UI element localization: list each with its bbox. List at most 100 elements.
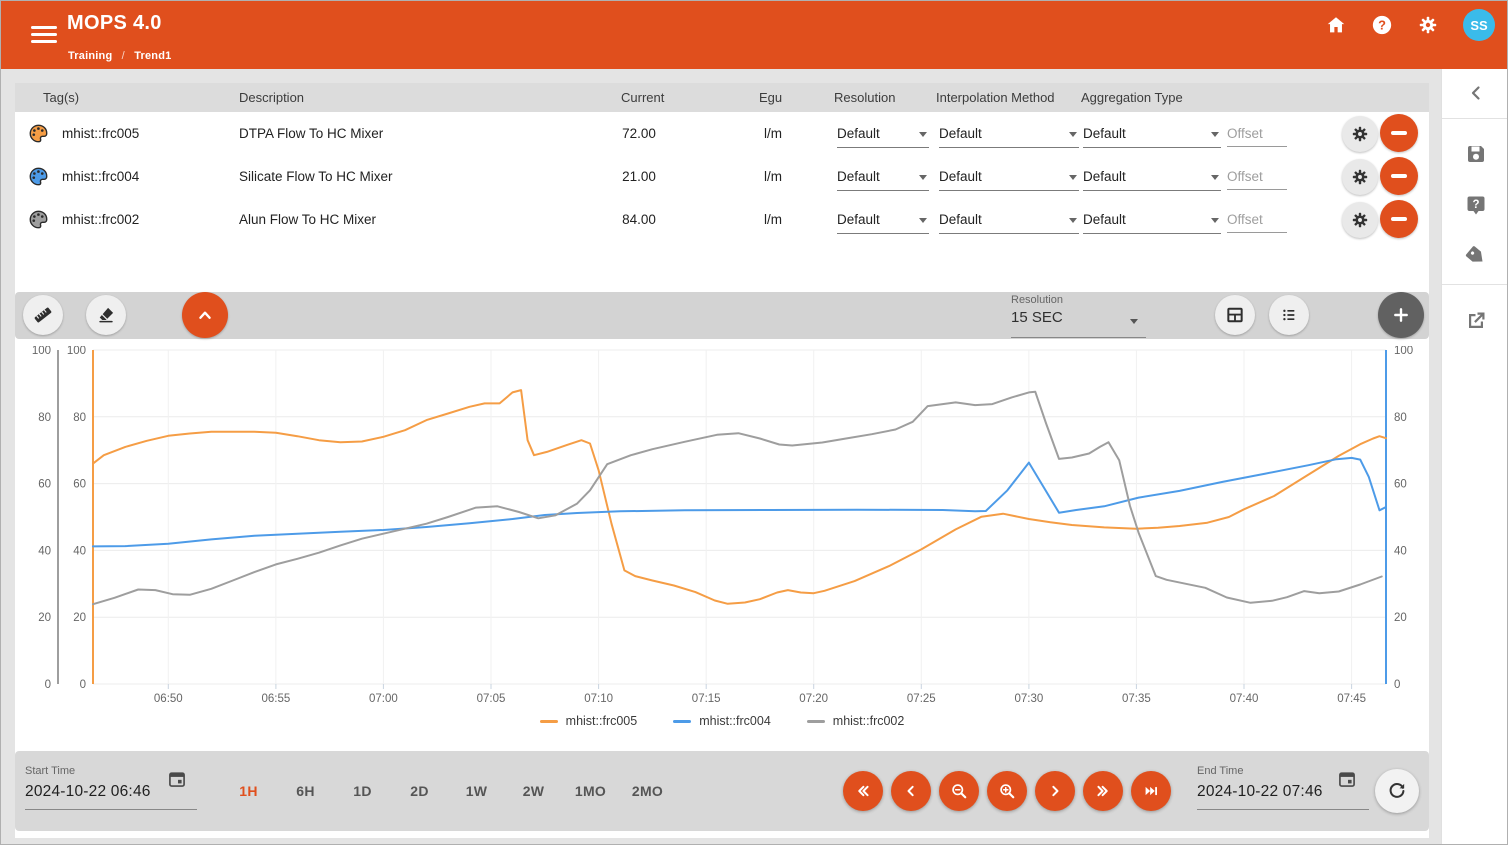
- tag-name[interactable]: mhist::frc002: [62, 212, 140, 227]
- interpolation-select[interactable]: Default: [939, 164, 1079, 191]
- chart-legend: mhist::frc005 mhist::frc004 mhist::frc002: [15, 714, 1429, 728]
- svg-text:?: ?: [1378, 18, 1386, 33]
- help-icon[interactable]: ?: [1371, 14, 1393, 36]
- range-button-1w[interactable]: 1W: [465, 783, 488, 799]
- svg-text:80: 80: [38, 412, 51, 424]
- aggregation-select[interactable]: Default: [1083, 207, 1221, 234]
- zoom-in-button[interactable]: [987, 771, 1027, 811]
- fast-forward-button[interactable]: [1083, 771, 1123, 811]
- open-external-icon[interactable]: [1464, 309, 1488, 333]
- end-time-value[interactable]: 2024-10-22 07:46: [1197, 783, 1323, 800]
- table-view-button[interactable]: [1215, 295, 1255, 335]
- calendar-icon[interactable]: [1337, 769, 1357, 789]
- fast-backward-button[interactable]: [843, 771, 883, 811]
- interpolation-select[interactable]: Default: [939, 121, 1079, 148]
- row-settings-button[interactable]: [1342, 116, 1378, 152]
- tag-name[interactable]: mhist::frc005: [62, 126, 140, 141]
- svg-text:06:55: 06:55: [262, 693, 291, 705]
- start-time-label: Start Time: [25, 765, 76, 777]
- offset-input[interactable]: [1227, 121, 1287, 147]
- svg-text:60: 60: [73, 479, 86, 491]
- resolution-select[interactable]: Default: [837, 164, 929, 191]
- range-button-2mo[interactable]: 2MO: [631, 783, 664, 799]
- calendar-icon[interactable]: [167, 769, 187, 789]
- range-button-6h[interactable]: 6H: [296, 783, 315, 799]
- start-time-field[interactable]: Start Time 2024-10-22 06:46: [25, 765, 197, 810]
- skip-to-latest-button[interactable]: [1131, 771, 1171, 811]
- svg-text:?: ?: [1472, 199, 1479, 211]
- range-button-1mo[interactable]: 1MO: [574, 783, 607, 799]
- legend-item[interactable]: mhist::frc004: [673, 714, 771, 728]
- interpolation-select[interactable]: Default: [939, 207, 1079, 234]
- legend-label: mhist::frc002: [832, 714, 905, 728]
- zoom-out-button[interactable]: [939, 771, 979, 811]
- svg-text:40: 40: [73, 545, 86, 557]
- tags-icon[interactable]: [1464, 244, 1488, 268]
- time-navigation-bar: Start Time 2024-10-22 06:46 1H 6H 1D 2D 1W 2W…: [15, 751, 1429, 831]
- tag-name[interactable]: mhist::frc004: [62, 169, 140, 184]
- palette-icon: [29, 167, 48, 186]
- tag-current-value: 21.00: [622, 169, 656, 184]
- svg-text:07:20: 07:20: [799, 693, 828, 705]
- svg-text:0: 0: [80, 679, 86, 691]
- row-settings-button[interactable]: [1342, 202, 1378, 238]
- table-row: mhist::frc005 DTPA Flow To HC Mixer 72.0…: [15, 112, 1429, 155]
- range-button-1h[interactable]: 1H: [239, 783, 258, 799]
- svg-text:100: 100: [67, 346, 86, 357]
- remove-tag-button[interactable]: [1380, 157, 1418, 195]
- svg-text:07:15: 07:15: [692, 693, 721, 705]
- offset-input[interactable]: [1227, 207, 1287, 233]
- breadcrumb-item[interactable]: Training: [68, 50, 113, 62]
- svg-text:06:50: 06:50: [154, 693, 183, 705]
- range-button-2d[interactable]: 2D: [410, 783, 429, 799]
- main-content: Tag(s) Description Current Egu Resolutio…: [15, 83, 1429, 838]
- chart-resolution-select[interactable]: Resolution 15 SEC: [1011, 294, 1146, 338]
- resolution-select[interactable]: Default: [837, 121, 929, 148]
- help-icon[interactable]: ?: [1464, 193, 1488, 217]
- save-icon[interactable]: [1464, 142, 1488, 166]
- app-title: MOPS 4.0: [67, 12, 162, 34]
- breadcrumb: Training / Trend1: [68, 50, 171, 62]
- user-avatar[interactable]: SS: [1463, 9, 1495, 41]
- svg-text:07:00: 07:00: [369, 693, 398, 705]
- remove-tag-button[interactable]: [1380, 200, 1418, 238]
- range-button-2w[interactable]: 2W: [522, 783, 545, 799]
- col-header-egu: Egu: [759, 90, 783, 105]
- row-settings-button[interactable]: [1342, 159, 1378, 195]
- remove-tag-button[interactable]: [1380, 114, 1418, 152]
- collapse-table-button[interactable]: [182, 292, 228, 338]
- tag-table-header: Tag(s) Description Current Egu Resolutio…: [15, 83, 1429, 112]
- collapse-panel-icon[interactable]: [1464, 81, 1488, 105]
- app-header: MOPS 4.0 Training / Trend1 ?: [1, 1, 1507, 69]
- range-button-1d[interactable]: 1D: [353, 783, 372, 799]
- resolution-select[interactable]: Default: [837, 207, 929, 234]
- table-row: mhist::frc002 Alun Flow To HC Mixer 84.0…: [15, 198, 1429, 241]
- chevron-down-icon: [919, 218, 927, 223]
- legend-dash-icon: [673, 719, 692, 723]
- tag-current-value: 84.00: [622, 212, 656, 227]
- trend-chart-plot[interactable]: 06:50 06:55 07:00 07:05 07:10 07:15 07:20 07:25…: [15, 345, 1429, 711]
- ruler-button[interactable]: [23, 295, 63, 335]
- home-icon[interactable]: [1325, 14, 1347, 36]
- trend-chart[interactable]: 06:50 06:55 07:00 07:05 07:10 07:15 07:20 07:25…: [15, 345, 1429, 746]
- add-tag-button[interactable]: [1378, 292, 1424, 338]
- menu-icon[interactable]: [31, 26, 57, 44]
- svg-text:80: 80: [73, 412, 86, 424]
- aggregation-select[interactable]: Default: [1083, 121, 1221, 148]
- list-view-button[interactable]: [1269, 295, 1309, 335]
- settings-gear-icon[interactable]: [1417, 14, 1439, 36]
- offset-input[interactable]: [1227, 164, 1287, 190]
- breadcrumb-item[interactable]: Trend1: [134, 50, 172, 62]
- step-forward-button[interactable]: [1035, 771, 1075, 811]
- legend-item[interactable]: mhist::frc002: [806, 714, 905, 728]
- chevron-down-icon: [919, 132, 927, 137]
- start-time-value[interactable]: 2024-10-22 06:46: [25, 783, 151, 800]
- step-backward-button[interactable]: [891, 771, 931, 811]
- end-time-field[interactable]: End Time 2024-10-22 07:46: [1197, 765, 1369, 810]
- eraser-button[interactable]: [86, 295, 126, 335]
- svg-text:60: 60: [1394, 479, 1407, 491]
- aggregation-select[interactable]: Default: [1083, 164, 1221, 191]
- legend-dash-icon: [539, 719, 558, 723]
- legend-item[interactable]: mhist::frc005: [539, 714, 637, 728]
- refresh-button[interactable]: [1375, 769, 1419, 813]
